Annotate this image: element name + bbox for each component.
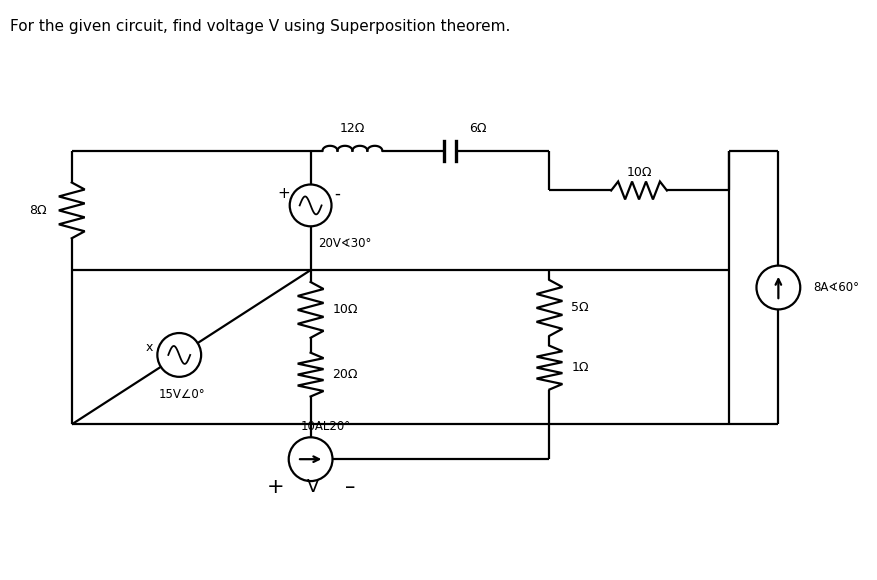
Text: x: x	[146, 342, 153, 354]
Text: 10Ω: 10Ω	[332, 303, 358, 317]
Text: 15V∠0°: 15V∠0°	[159, 388, 205, 401]
Text: 8Ω: 8Ω	[29, 204, 46, 217]
Text: 5Ω: 5Ω	[571, 302, 589, 314]
Text: 10Ω: 10Ω	[626, 166, 652, 179]
Text: V: V	[306, 478, 319, 496]
Text: 6Ω: 6Ω	[469, 122, 487, 135]
Text: 8A∢60°: 8A∢60°	[813, 281, 859, 294]
Text: +: +	[267, 477, 285, 497]
Text: 20V∢30°: 20V∢30°	[318, 237, 372, 250]
Text: 10AL20°: 10AL20°	[301, 420, 351, 433]
Text: +: +	[277, 186, 290, 201]
Text: 20Ω: 20Ω	[332, 368, 358, 381]
Text: For the given circuit, find voltage V using Superposition theorem.: For the given circuit, find voltage V us…	[10, 19, 510, 34]
Text: 12Ω: 12Ω	[339, 122, 365, 135]
Text: –: –	[346, 477, 355, 497]
Text: 1Ω: 1Ω	[571, 361, 588, 374]
Text: -: -	[334, 184, 340, 202]
